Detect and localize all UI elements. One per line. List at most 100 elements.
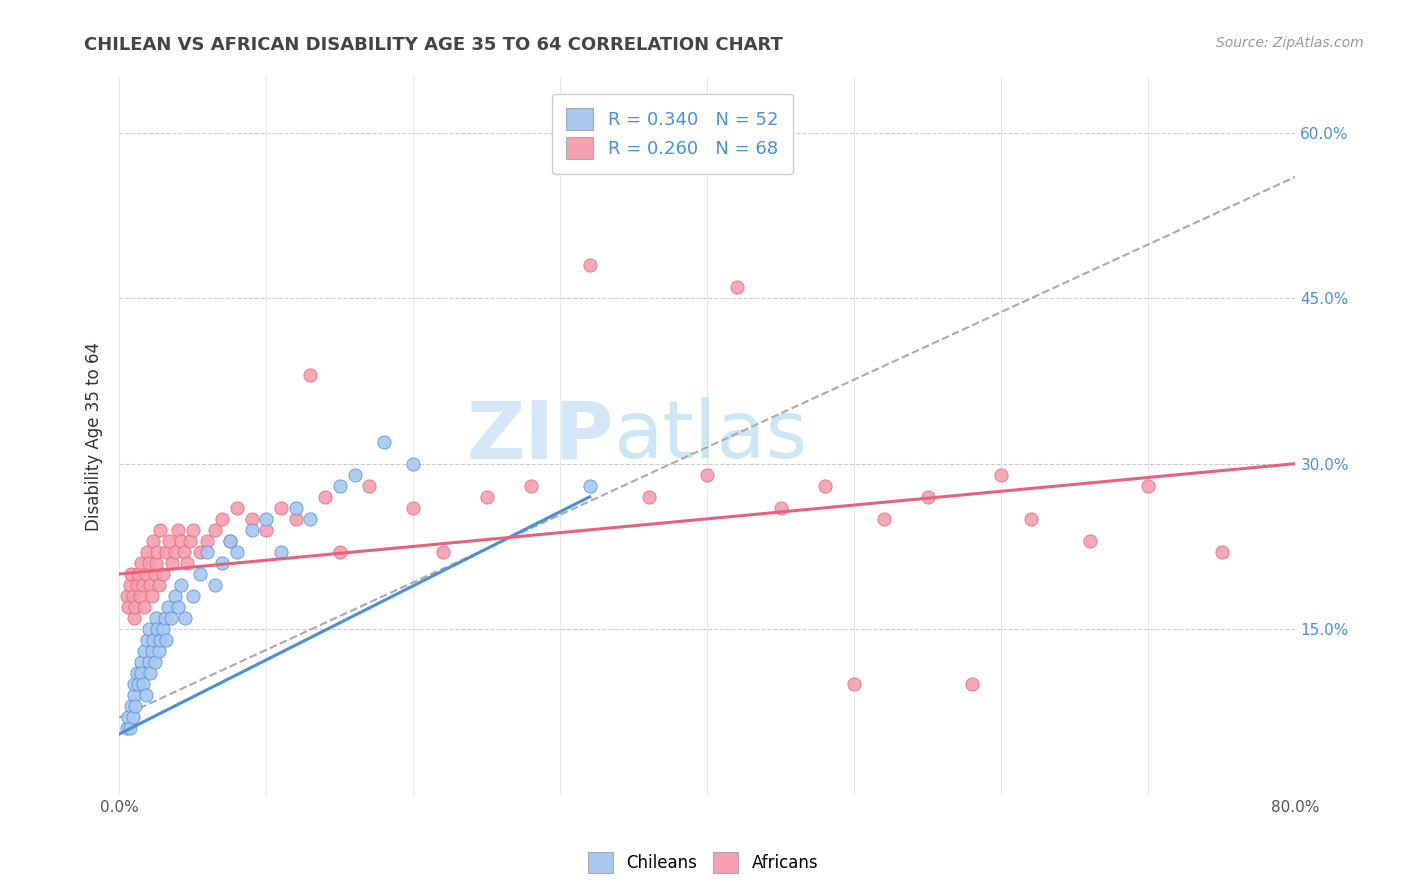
Point <box>152 622 174 636</box>
Point <box>146 545 169 559</box>
Point <box>170 533 193 548</box>
Point <box>125 666 148 681</box>
Point <box>696 467 718 482</box>
Point <box>990 467 1012 482</box>
Point <box>149 633 172 648</box>
Point <box>134 644 156 658</box>
Point <box>197 533 219 548</box>
Point <box>131 655 153 669</box>
Point <box>167 523 190 537</box>
Point <box>132 578 155 592</box>
Point <box>270 500 292 515</box>
Point <box>145 556 167 570</box>
Point <box>1137 479 1160 493</box>
Point <box>960 677 983 691</box>
Point <box>1211 545 1233 559</box>
Legend: Chileans, Africans: Chileans, Africans <box>581 846 825 880</box>
Point <box>159 611 181 625</box>
Point <box>578 479 600 493</box>
Point <box>917 490 939 504</box>
Text: atlas: atlas <box>613 397 807 475</box>
Text: ZIP: ZIP <box>465 397 613 475</box>
Point <box>135 567 157 582</box>
Point <box>138 622 160 636</box>
Point <box>117 600 139 615</box>
Point <box>329 479 352 493</box>
Point <box>131 666 153 681</box>
Point <box>284 512 307 526</box>
Point <box>329 545 352 559</box>
Legend: R = 0.340   N = 52, R = 0.260   N = 68: R = 0.340 N = 52, R = 0.260 N = 68 <box>551 94 793 174</box>
Point <box>181 589 204 603</box>
Point <box>520 479 543 493</box>
Point <box>299 368 322 383</box>
Point <box>135 689 157 703</box>
Point <box>141 644 163 658</box>
Point <box>1078 533 1101 548</box>
Point <box>122 677 145 691</box>
Point <box>314 490 336 504</box>
Point <box>204 523 226 537</box>
Point <box>143 567 166 582</box>
Point <box>284 500 307 515</box>
Point <box>122 611 145 625</box>
Point <box>188 545 211 559</box>
Point <box>125 578 148 592</box>
Point <box>145 611 167 625</box>
Point <box>124 699 146 714</box>
Point <box>146 622 169 636</box>
Point <box>139 578 162 592</box>
Point <box>136 633 159 648</box>
Point <box>240 512 263 526</box>
Point <box>211 556 233 570</box>
Point <box>402 457 425 471</box>
Point <box>118 578 141 592</box>
Point <box>270 545 292 559</box>
Point <box>160 556 183 570</box>
Point <box>131 556 153 570</box>
Point <box>120 567 142 582</box>
Point <box>225 500 247 515</box>
Point <box>402 500 425 515</box>
Point <box>254 523 277 537</box>
Point <box>873 512 896 526</box>
Point <box>188 567 211 582</box>
Point <box>167 600 190 615</box>
Point <box>225 545 247 559</box>
Point <box>132 677 155 691</box>
Text: CHILEAN VS AFRICAN DISABILITY AGE 35 TO 64 CORRELATION CHART: CHILEAN VS AFRICAN DISABILITY AGE 35 TO … <box>84 36 783 54</box>
Point <box>1019 512 1042 526</box>
Point <box>152 567 174 582</box>
Y-axis label: Disability Age 35 to 64: Disability Age 35 to 64 <box>86 342 103 531</box>
Point <box>373 434 395 449</box>
Point <box>127 567 149 582</box>
Point <box>240 523 263 537</box>
Point <box>139 666 162 681</box>
Point <box>211 512 233 526</box>
Point <box>165 545 187 559</box>
Point <box>155 545 177 559</box>
Point <box>148 644 170 658</box>
Point <box>578 258 600 272</box>
Point <box>155 633 177 648</box>
Point <box>141 589 163 603</box>
Point <box>115 722 138 736</box>
Point <box>136 545 159 559</box>
Point <box>143 655 166 669</box>
Point <box>121 710 143 724</box>
Point <box>197 545 219 559</box>
Point <box>299 512 322 526</box>
Point <box>124 600 146 615</box>
Point <box>118 722 141 736</box>
Point <box>179 533 201 548</box>
Point <box>343 467 366 482</box>
Point <box>138 655 160 669</box>
Point <box>134 600 156 615</box>
Point <box>844 677 866 691</box>
Point <box>218 533 240 548</box>
Point <box>359 479 381 493</box>
Point <box>121 589 143 603</box>
Point <box>814 479 837 493</box>
Text: Source: ZipAtlas.com: Source: ZipAtlas.com <box>1216 36 1364 50</box>
Point <box>254 512 277 526</box>
